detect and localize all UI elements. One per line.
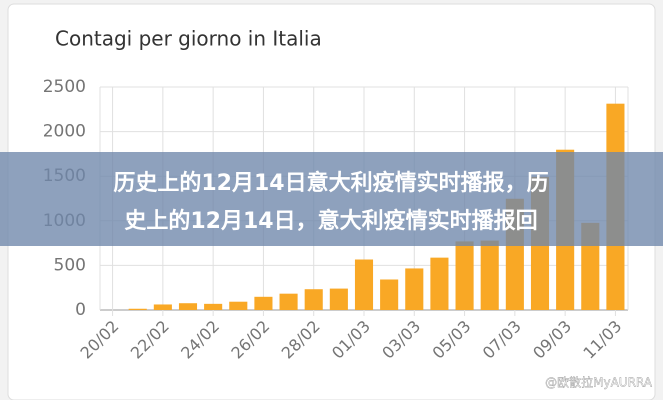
y-tick-label: 2500: [43, 77, 86, 97]
bar: [430, 257, 449, 310]
bar: [354, 259, 374, 310]
banner-text: 历史上的12月14日意大利疫情实时播报，历: [113, 170, 548, 196]
bar: [178, 303, 198, 310]
bar: [279, 293, 298, 310]
chart-title: Contagi per giorno in Italia: [55, 27, 322, 51]
bar: [229, 301, 248, 310]
bar: [380, 279, 399, 310]
y-tick-label: 2000: [43, 122, 86, 142]
bar: [204, 303, 223, 310]
banner-text: 史上的12月14日，意大利疫情实时播报回: [124, 208, 537, 234]
bar: [128, 308, 147, 310]
bar: [480, 240, 499, 310]
bar: [329, 288, 348, 310]
y-tick-label: 0: [75, 300, 86, 320]
bar: [304, 289, 323, 310]
bar: [455, 241, 474, 310]
y-tick-label: 500: [54, 255, 86, 275]
bar: [405, 268, 424, 310]
bar: [153, 304, 172, 310]
bar: [254, 296, 273, 310]
banner: [0, 152, 663, 246]
watermark: @欧散拉MyAURRA: [545, 375, 653, 390]
